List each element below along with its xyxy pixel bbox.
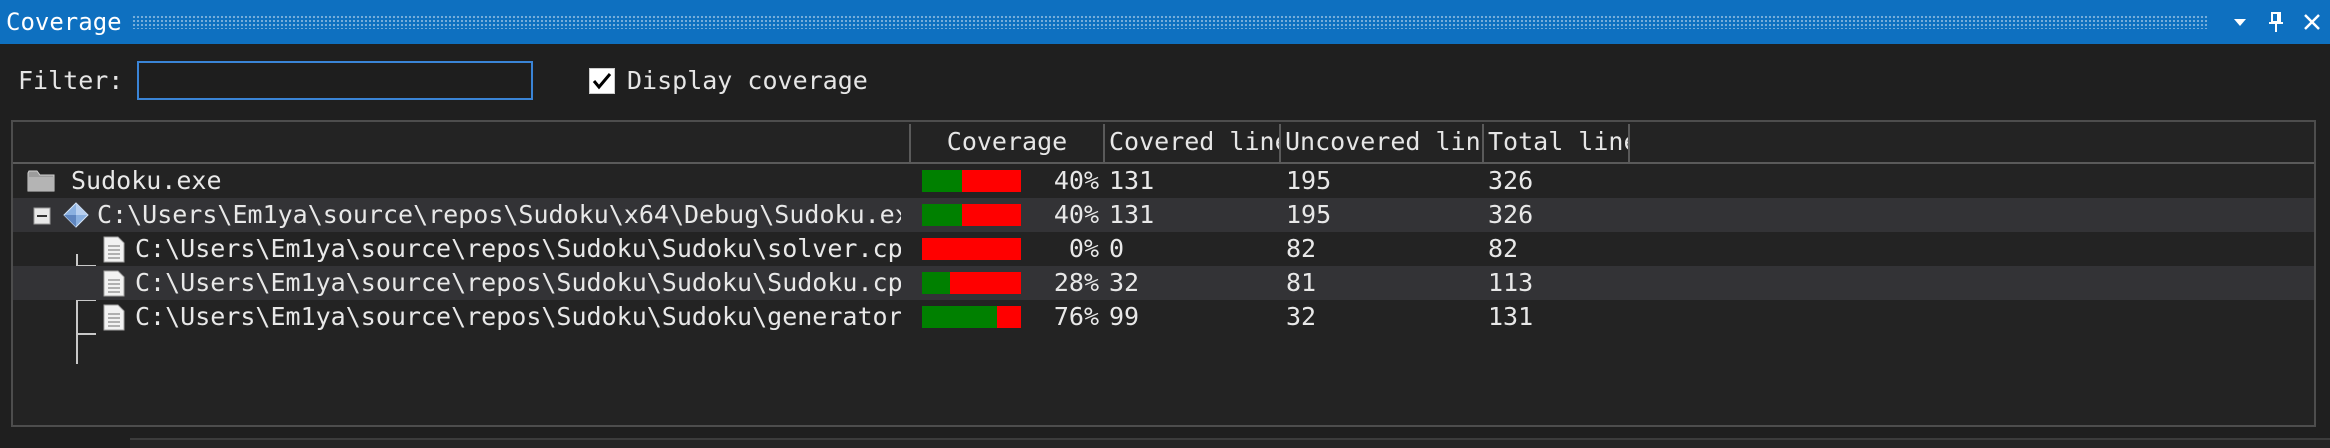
file-icon (103, 304, 125, 331)
dropdown-arrow-icon[interactable] (2222, 0, 2258, 44)
coverage-bar-fill (922, 272, 950, 294)
covered-lines: 131 (1109, 164, 1154, 198)
column-header-covered-line[interactable]: Covered line (1103, 124, 1279, 162)
display-coverage-checkbox[interactable] (589, 68, 615, 94)
total-lines: 326 (1488, 164, 1533, 198)
folder-icon (27, 169, 55, 193)
total-lines: 82 (1488, 232, 1518, 266)
row-name: C:\Users\Em1ya\source\repos\Sudoku\Sudok… (135, 300, 901, 334)
coverage-bar (922, 170, 1021, 192)
filter-input[interactable] (137, 61, 533, 100)
uncovered-lines: 81 (1286, 266, 1316, 300)
coverage-percent: 40% (1029, 164, 1099, 198)
row-name: C:\Users\Em1ya\source\repos\Sudoku\Sudok… (135, 266, 901, 300)
horizontal-scrollbar[interactable] (130, 438, 2330, 448)
file-icon (103, 236, 125, 263)
total-lines: 326 (1488, 198, 1533, 232)
pin-icon[interactable] (2258, 0, 2294, 44)
coverage-percent: 28% (1029, 266, 1099, 300)
coverage-bar-fill (922, 204, 962, 226)
covered-lines: 0 (1109, 232, 1124, 266)
coverage-percent: 40% (1029, 198, 1099, 232)
coverage-tree-table: Coverage Covered line Uncovered line Tot… (11, 120, 2316, 427)
column-header-filler (1628, 124, 2314, 162)
coverage-percent: 0% (1029, 232, 1099, 266)
uncovered-lines: 82 (1286, 232, 1316, 266)
checkmark-icon (592, 72, 612, 90)
coverage-bar-fill (922, 170, 962, 192)
total-lines: 131 (1488, 300, 1533, 334)
coverage-bar (922, 238, 1021, 260)
filter-label: Filter: (18, 66, 123, 95)
row-name: Sudoku.exe (71, 164, 901, 198)
coverage-bar (922, 306, 1021, 328)
coverage-bar-fill (922, 306, 997, 328)
collapse-icon[interactable] (33, 207, 51, 225)
column-header-uncovered-line[interactable]: Uncovered line (1279, 124, 1482, 162)
title-grip[interactable] (132, 15, 2208, 29)
covered-lines: 32 (1109, 266, 1139, 300)
window-title: Coverage (0, 8, 132, 36)
table-row[interactable]: Sudoku.exe 40% 131 195 326 (13, 164, 2314, 198)
coverage-percent: 76% (1029, 300, 1099, 334)
close-icon[interactable] (2294, 0, 2330, 44)
uncovered-lines: 32 (1286, 300, 1316, 334)
title-bar: Coverage (0, 0, 2330, 44)
row-name: C:\Users\Em1ya\source\repos\Sudoku\Sudok… (135, 232, 901, 266)
uncovered-lines: 195 (1286, 164, 1331, 198)
column-header-coverage[interactable]: Coverage (909, 124, 1103, 162)
uncovered-lines: 195 (1286, 198, 1331, 232)
display-coverage-label[interactable]: Display coverage (627, 66, 868, 95)
file-icon (103, 270, 125, 297)
covered-lines: 99 (1109, 300, 1139, 334)
covered-lines: 131 (1109, 198, 1154, 232)
total-lines: 113 (1488, 266, 1533, 300)
table-row[interactable]: C:\Users\Em1ya\source\repos\Sudoku\Sudok… (13, 300, 2314, 334)
column-header-name[interactable] (13, 124, 909, 162)
table-row[interactable]: C:\Users\Em1ya\source\repos\Sudoku\Sudok… (13, 232, 2314, 266)
table-row[interactable]: C:\Users\Em1ya\source\repos\Sudoku\x64\D… (13, 198, 2314, 232)
table-row[interactable]: C:\Users\Em1ya\source\repos\Sudoku\Sudok… (13, 266, 2314, 300)
row-name: C:\Users\Em1ya\source\repos\Sudoku\x64\D… (97, 198, 901, 232)
column-header-total-line[interactable]: Total line (1482, 124, 1628, 162)
coverage-bar (922, 272, 1021, 294)
module-icon (63, 202, 89, 228)
table-header: Coverage Covered line Uncovered line Tot… (13, 124, 2314, 164)
coverage-bar (922, 204, 1021, 226)
